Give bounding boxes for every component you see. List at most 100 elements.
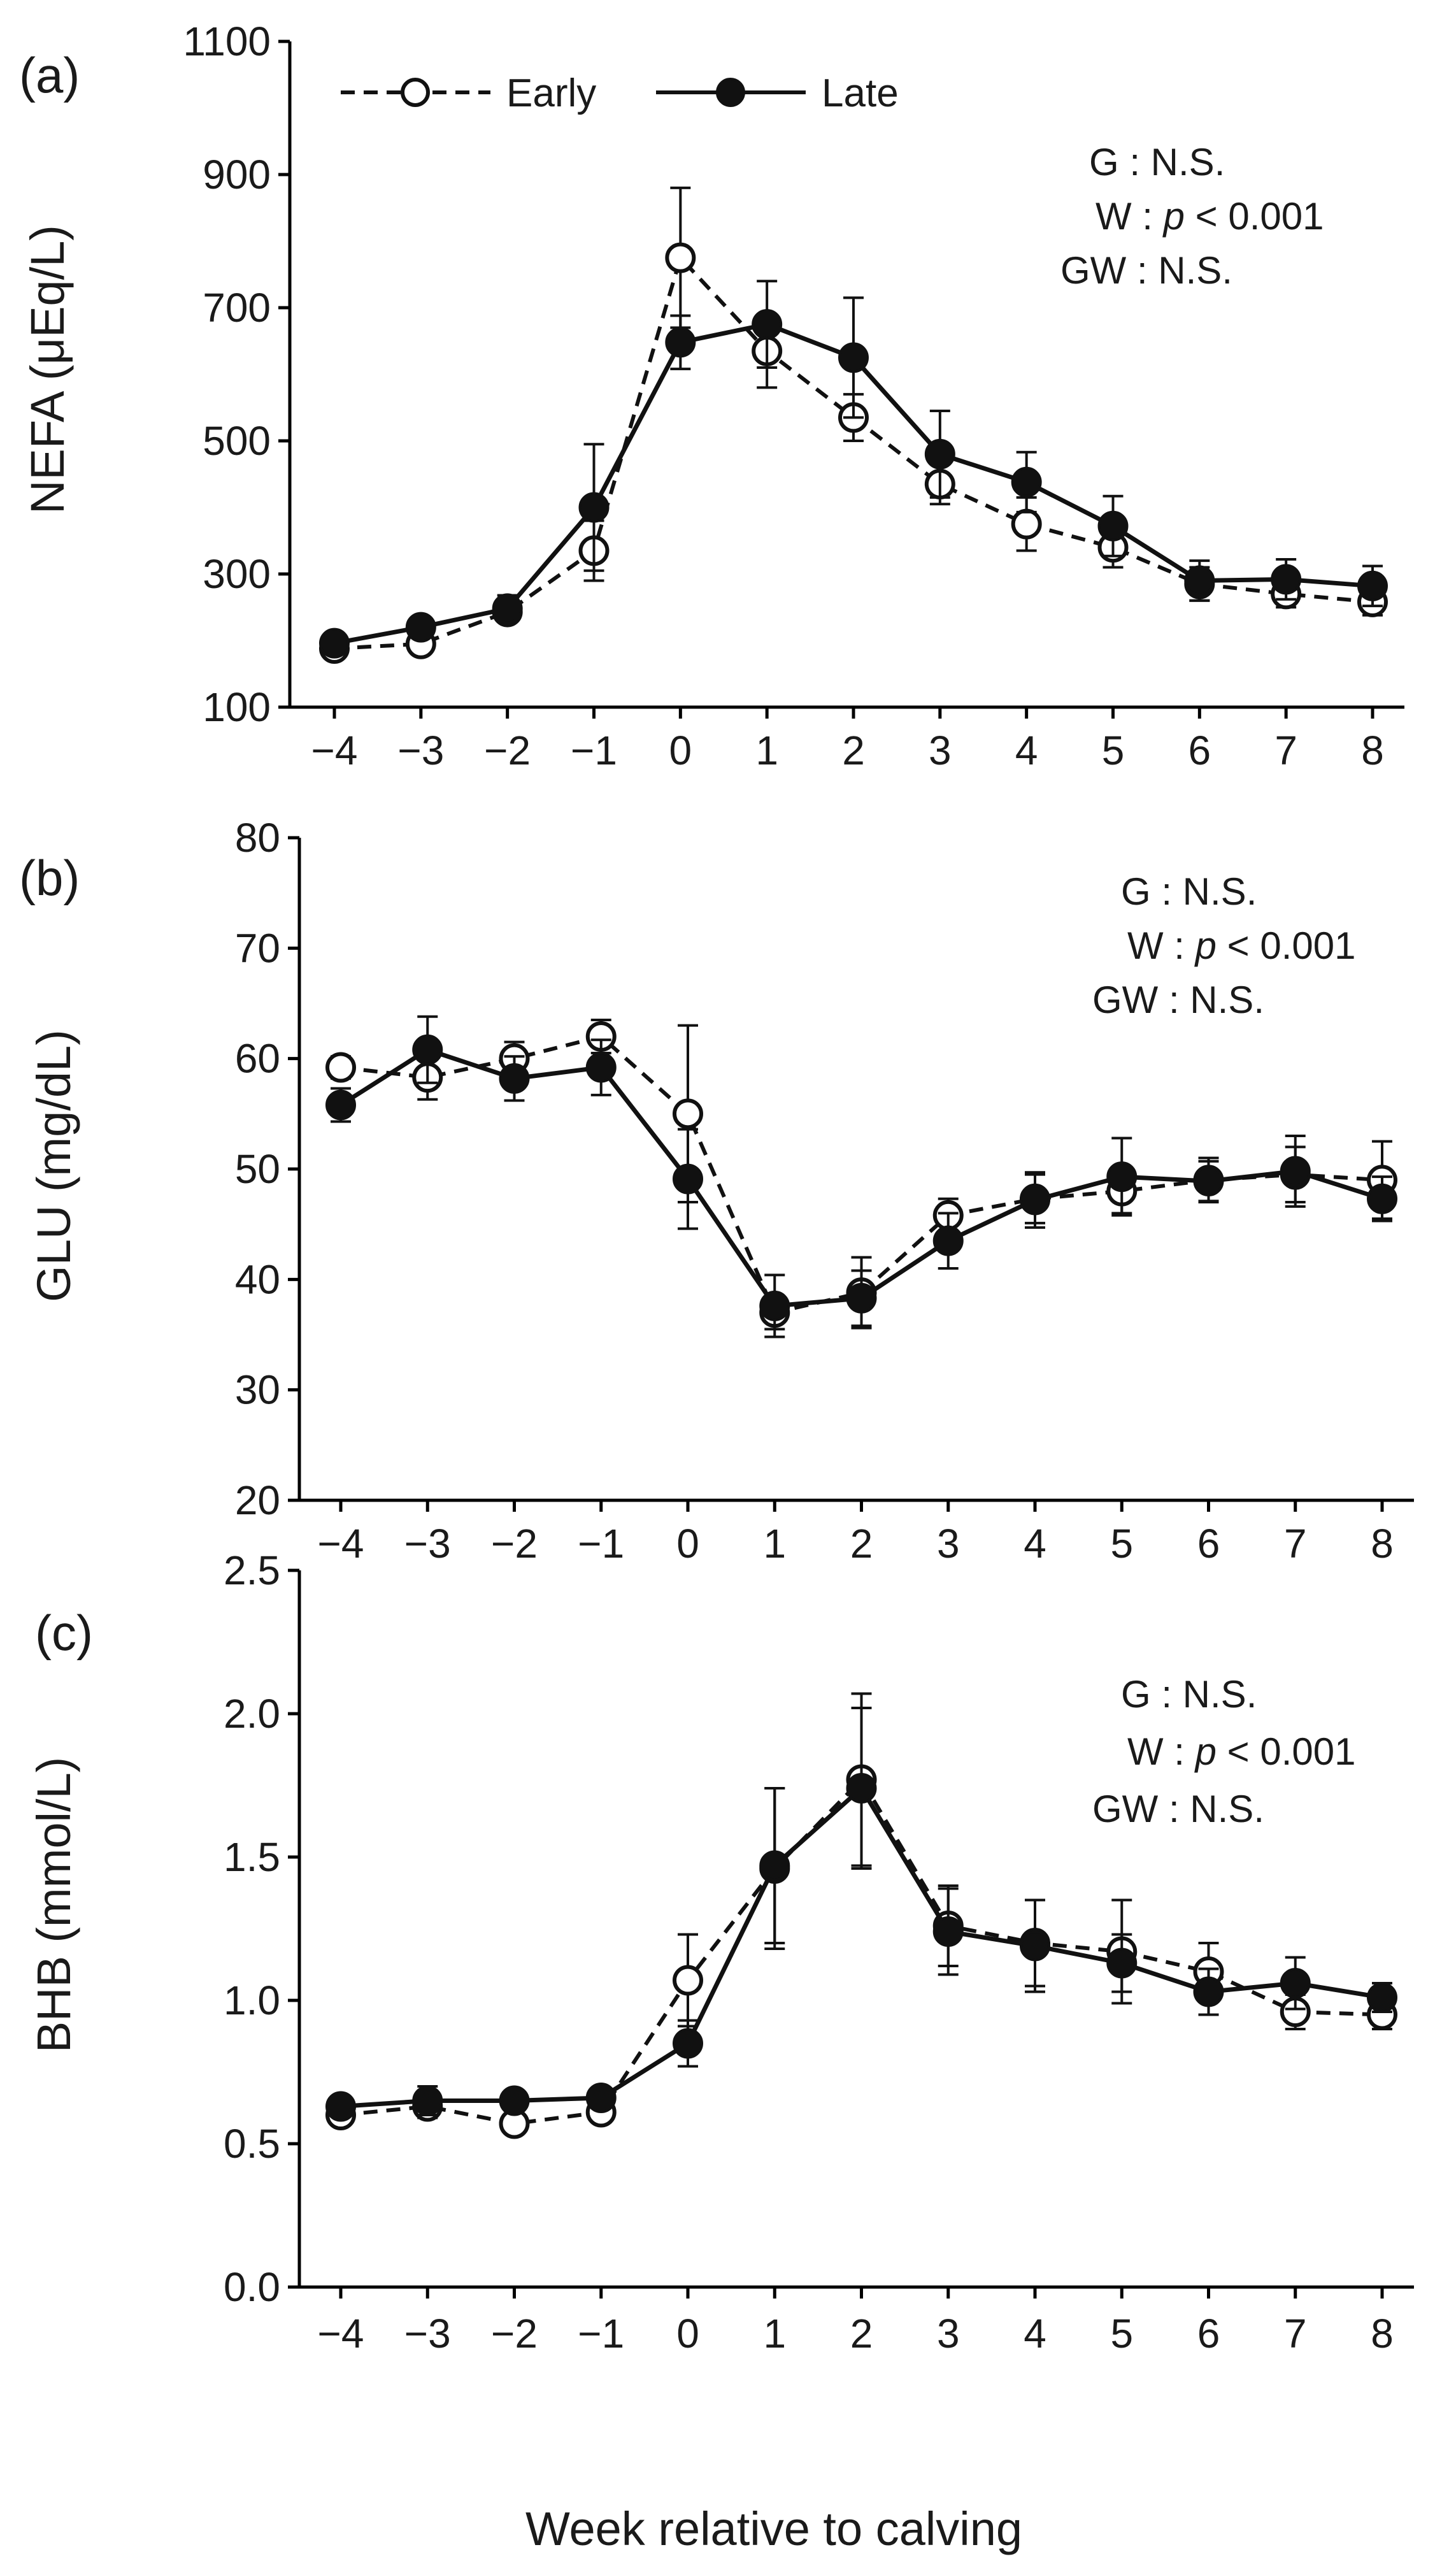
data-point-early: [325, 1052, 356, 1083]
y-tick-label: 1100: [183, 18, 271, 64]
y-tick-label: 500: [203, 418, 271, 464]
data-point-early: [673, 1098, 703, 1130]
y-tick-label: 300: [203, 551, 271, 597]
x-tick-label: −1: [571, 728, 617, 773]
x-tick-label: −4: [311, 728, 358, 773]
legend-late-label: Late: [822, 71, 899, 115]
x-tick-label: 0: [669, 728, 692, 773]
y-axis-label: NEFA (μEq/L): [21, 225, 74, 514]
x-tick-label: 0: [676, 2311, 699, 2356]
data-point-late: [492, 593, 523, 624]
stat-g: G : N.S.: [1121, 1673, 1257, 1716]
y-tick-label: 0.0: [224, 2264, 280, 2310]
data-point-late: [1097, 510, 1129, 542]
y-tick-label: 60: [235, 1036, 280, 1082]
x-tick-label: 2: [842, 728, 865, 773]
stat-gw: GW : N.S.: [1092, 979, 1264, 1021]
y-tick-label: 700: [203, 285, 271, 331]
stat-w: W : p < 0.001: [1096, 195, 1324, 238]
x-tick-label: 2: [850, 1521, 873, 1567]
data-point-late: [1193, 1976, 1224, 2007]
data-point-late: [1020, 1184, 1050, 1216]
x-tick-label: 2: [850, 2311, 873, 2356]
y-tick-label: 70: [235, 925, 280, 971]
x-tick-label: 7: [1284, 2311, 1307, 2356]
legend-late-marker: [716, 78, 745, 107]
data-point-late: [1367, 1982, 1397, 2013]
x-tick-label: −2: [491, 1521, 538, 1567]
x-tick-label: −3: [397, 728, 444, 773]
y-axis-label: BHB (mmol/L): [27, 1757, 80, 2053]
y-tick-label: 40: [235, 1256, 280, 1302]
data-point-late: [673, 2028, 703, 2059]
data-point-late: [838, 342, 869, 373]
legend: Early Late: [341, 71, 899, 115]
stat-gw: GW : N.S.: [1092, 1788, 1264, 1830]
x-tick-label: 6: [1188, 728, 1211, 773]
x-tick-label: 7: [1274, 728, 1297, 773]
legend-early-marker: [401, 78, 430, 107]
data-point-late: [759, 1850, 790, 1881]
x-tick-label: 8: [1361, 728, 1384, 773]
legend-early-label: Early: [506, 71, 596, 115]
stat-g: G : N.S.: [1089, 141, 1225, 183]
y-tick-label: 1.0: [224, 1977, 280, 2023]
y-tick-label: 1.5: [224, 1834, 280, 1880]
x-tick-label: 8: [1371, 2311, 1394, 2356]
data-point-late: [405, 612, 436, 643]
x-tick-label: 4: [1024, 2311, 1046, 2356]
x-tick-label: 7: [1284, 1521, 1307, 1567]
data-point-late: [846, 1773, 877, 1804]
stat-w: W : p < 0.001: [1127, 1730, 1356, 1773]
panel-b: (b) GLU (mg/dL) G : N.S. W : p < 0.001 G…: [19, 815, 1414, 1567]
x-tick-label: −1: [578, 1521, 624, 1567]
y-tick-label: 100: [203, 684, 271, 730]
data-point-late: [1280, 1968, 1311, 1998]
stat-w-value: < 0.001: [1217, 924, 1356, 967]
data-point-late: [412, 1034, 443, 1065]
stats-annotation: G : N.S. W : p < 0.001 GW : N.S.: [1092, 1673, 1356, 1830]
stats-annotation: G : N.S. W : p < 0.001 GW : N.S.: [1092, 870, 1356, 1021]
data-point-late: [1106, 1161, 1138, 1193]
stat-w-value: < 0.001: [1217, 1730, 1356, 1773]
data-point-late: [499, 1063, 530, 1094]
x-tick-label: −4: [318, 1521, 364, 1567]
x-tick-label: 1: [763, 1521, 786, 1567]
x-tick-label: 6: [1197, 2311, 1220, 2356]
y-tick-label: 50: [235, 1146, 280, 1192]
x-tick-label: 5: [1102, 728, 1125, 773]
panel-label: (c): [35, 1605, 93, 1661]
data-point-late: [1011, 466, 1042, 498]
stat-g: G : N.S.: [1121, 870, 1257, 913]
stat-w-p: p: [1162, 195, 1185, 238]
data-point-late: [585, 1052, 617, 1083]
x-tick-label: 8: [1371, 1521, 1394, 1567]
x-tick-label: −2: [491, 2311, 538, 2356]
stat-w-value: < 0.001: [1185, 195, 1324, 238]
data-point-late: [932, 1225, 964, 1256]
data-point-late: [673, 1163, 703, 1194]
y-tick-label: 30: [235, 1367, 280, 1413]
x-tick-label: −3: [404, 2311, 451, 2356]
x-tick-label: 3: [929, 728, 952, 773]
data-point-late: [325, 2091, 356, 2122]
x-tick-label: 1: [763, 2311, 786, 2356]
data-point-early: [665, 242, 696, 273]
x-tick-label: 5: [1110, 1521, 1133, 1567]
data-point-late: [578, 492, 610, 523]
y-tick-label: 0.5: [224, 2121, 280, 2167]
x-tick-label: −4: [318, 2311, 364, 2356]
data-point-late: [412, 2085, 443, 2116]
data-point-late: [665, 327, 696, 358]
series-late: [319, 280, 1388, 659]
panel-label: (a): [19, 47, 80, 103]
stat-w-prefix: W :: [1127, 924, 1195, 967]
data-point-late: [932, 1916, 964, 1947]
data-point-late: [759, 1290, 790, 1321]
x-tick-label: 3: [937, 1521, 960, 1567]
series-late: [325, 1707, 1397, 2122]
stat-w-p: p: [1194, 1730, 1217, 1773]
data-point-late: [1020, 1930, 1050, 1962]
x-tick-label: 3: [937, 2311, 960, 2356]
